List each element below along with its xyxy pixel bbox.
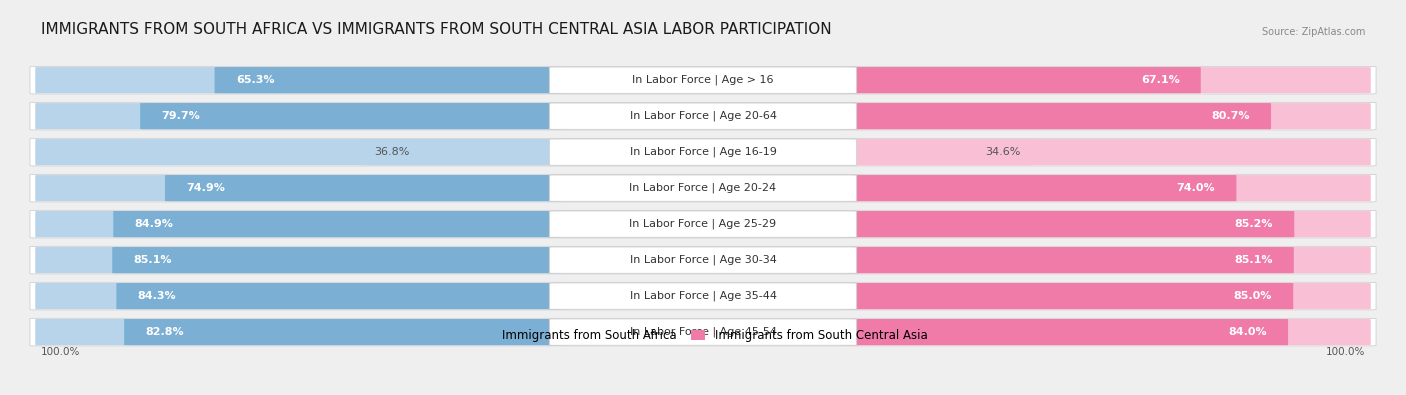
FancyBboxPatch shape [35, 67, 562, 93]
FancyBboxPatch shape [550, 211, 856, 237]
Text: 36.8%: 36.8% [374, 147, 409, 157]
FancyBboxPatch shape [30, 282, 1376, 310]
FancyBboxPatch shape [35, 103, 562, 129]
Text: 82.8%: 82.8% [145, 327, 184, 337]
FancyBboxPatch shape [117, 283, 562, 309]
Text: 85.2%: 85.2% [1234, 219, 1272, 229]
FancyBboxPatch shape [550, 103, 856, 129]
FancyBboxPatch shape [35, 247, 562, 273]
Text: In Labor Force | Age 35-44: In Labor Force | Age 35-44 [630, 291, 776, 301]
FancyBboxPatch shape [844, 103, 1271, 129]
Text: 84.0%: 84.0% [1229, 327, 1267, 337]
FancyBboxPatch shape [30, 138, 1376, 166]
Text: 80.7%: 80.7% [1212, 111, 1250, 121]
FancyBboxPatch shape [844, 247, 1294, 273]
Text: 74.0%: 74.0% [1177, 183, 1215, 193]
Text: In Labor Force | Age > 16: In Labor Force | Age > 16 [633, 75, 773, 85]
FancyBboxPatch shape [112, 247, 562, 273]
FancyBboxPatch shape [844, 283, 1371, 309]
FancyBboxPatch shape [114, 211, 562, 237]
FancyBboxPatch shape [844, 67, 1371, 93]
FancyBboxPatch shape [35, 283, 562, 309]
FancyBboxPatch shape [30, 246, 1376, 274]
FancyBboxPatch shape [30, 318, 1376, 346]
Text: 67.1%: 67.1% [1140, 75, 1180, 85]
Text: 85.1%: 85.1% [134, 255, 172, 265]
FancyBboxPatch shape [30, 102, 1376, 130]
Text: IMMIGRANTS FROM SOUTH AFRICA VS IMMIGRANTS FROM SOUTH CENTRAL ASIA LABOR PARTICI: IMMIGRANTS FROM SOUTH AFRICA VS IMMIGRAN… [41, 22, 831, 37]
FancyBboxPatch shape [844, 175, 1236, 201]
FancyBboxPatch shape [550, 247, 856, 273]
FancyBboxPatch shape [844, 211, 1295, 237]
FancyBboxPatch shape [844, 139, 1033, 165]
FancyBboxPatch shape [141, 103, 562, 129]
Text: 100.0%: 100.0% [41, 347, 80, 357]
FancyBboxPatch shape [30, 174, 1376, 202]
FancyBboxPatch shape [844, 211, 1371, 237]
FancyBboxPatch shape [550, 67, 856, 93]
FancyBboxPatch shape [844, 103, 1371, 129]
Legend: Immigrants from South Africa, Immigrants from South Central Asia: Immigrants from South Africa, Immigrants… [474, 325, 932, 347]
Text: In Labor Force | Age 20-64: In Labor Force | Age 20-64 [630, 111, 776, 121]
FancyBboxPatch shape [35, 175, 562, 201]
Text: 84.9%: 84.9% [135, 219, 173, 229]
FancyBboxPatch shape [550, 319, 856, 345]
FancyBboxPatch shape [844, 319, 1288, 345]
Text: In Labor Force | Age 45-54: In Labor Force | Age 45-54 [630, 327, 776, 337]
Text: In Labor Force | Age 20-24: In Labor Force | Age 20-24 [630, 183, 776, 194]
FancyBboxPatch shape [30, 211, 1376, 238]
FancyBboxPatch shape [844, 283, 1294, 309]
FancyBboxPatch shape [35, 211, 562, 237]
FancyBboxPatch shape [844, 175, 1371, 201]
Text: 85.0%: 85.0% [1233, 291, 1272, 301]
FancyBboxPatch shape [550, 283, 856, 309]
FancyBboxPatch shape [844, 319, 1371, 345]
Text: In Labor Force | Age 25-29: In Labor Force | Age 25-29 [630, 219, 776, 229]
FancyBboxPatch shape [550, 175, 856, 201]
FancyBboxPatch shape [215, 67, 562, 93]
Text: 34.6%: 34.6% [986, 147, 1021, 157]
Text: Source: ZipAtlas.com: Source: ZipAtlas.com [1263, 27, 1365, 37]
FancyBboxPatch shape [35, 139, 562, 165]
Text: 85.1%: 85.1% [1234, 255, 1272, 265]
FancyBboxPatch shape [844, 247, 1371, 273]
FancyBboxPatch shape [844, 67, 1201, 93]
Text: In Labor Force | Age 30-34: In Labor Force | Age 30-34 [630, 255, 776, 265]
FancyBboxPatch shape [844, 139, 1371, 165]
FancyBboxPatch shape [550, 139, 856, 166]
FancyBboxPatch shape [30, 66, 1376, 94]
Text: In Labor Force | Age 16-19: In Labor Force | Age 16-19 [630, 147, 776, 158]
Text: 79.7%: 79.7% [162, 111, 200, 121]
FancyBboxPatch shape [124, 319, 562, 345]
FancyBboxPatch shape [165, 175, 562, 201]
Text: 74.9%: 74.9% [186, 183, 225, 193]
Text: 84.3%: 84.3% [138, 291, 176, 301]
FancyBboxPatch shape [35, 319, 562, 345]
Text: 65.3%: 65.3% [236, 75, 274, 85]
FancyBboxPatch shape [361, 139, 562, 165]
Text: 100.0%: 100.0% [1326, 347, 1365, 357]
